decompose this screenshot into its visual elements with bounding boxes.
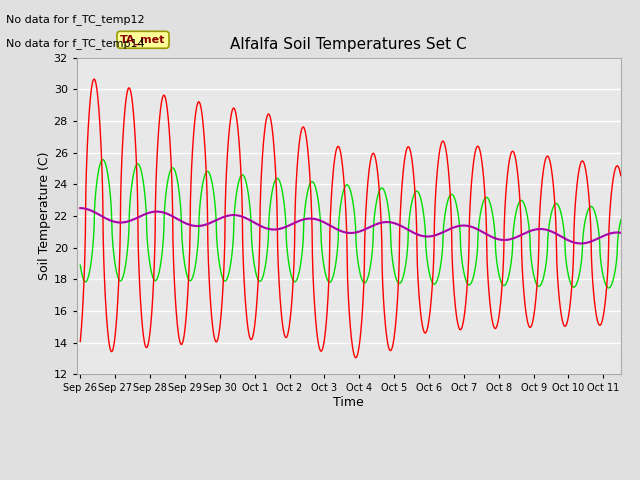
-8cm xyxy=(76,263,84,268)
Text: TA_met: TA_met xyxy=(120,35,166,45)
Line: -8cm: -8cm xyxy=(80,160,621,288)
X-axis label: Time: Time xyxy=(333,396,364,409)
-32cm xyxy=(138,213,146,218)
-2cm xyxy=(170,274,178,280)
-2cm xyxy=(617,173,625,179)
-2cm xyxy=(138,320,146,326)
-32cm xyxy=(307,216,315,221)
-8cm xyxy=(284,252,292,258)
-32cm xyxy=(170,214,178,220)
-8cm xyxy=(607,284,614,289)
-8cm xyxy=(138,172,146,178)
-8cm xyxy=(617,217,625,223)
-32cm xyxy=(577,240,585,246)
Title: Alfalfa Soil Temperatures Set C: Alfalfa Soil Temperatures Set C xyxy=(230,37,467,52)
-2cm xyxy=(284,332,292,337)
-2cm xyxy=(90,76,98,82)
-8cm xyxy=(170,166,178,172)
-32cm xyxy=(76,205,84,211)
-8cm xyxy=(605,285,612,291)
Line: -32cm: -32cm xyxy=(80,208,621,243)
Text: No data for f_TC_temp12: No data for f_TC_temp12 xyxy=(6,14,145,25)
-32cm xyxy=(607,230,614,236)
Text: No data for f_TC_temp14: No data for f_TC_temp14 xyxy=(6,38,145,49)
-8cm xyxy=(548,207,556,213)
-8cm xyxy=(307,179,315,185)
-32cm xyxy=(284,223,291,229)
-32cm xyxy=(548,229,556,235)
Line: -2cm: -2cm xyxy=(80,79,621,358)
-2cm xyxy=(548,173,556,179)
Y-axis label: Soil Temperature (C): Soil Temperature (C) xyxy=(38,152,51,280)
-8cm xyxy=(99,157,107,163)
-2cm xyxy=(607,200,614,206)
-2cm xyxy=(76,339,84,345)
-2cm xyxy=(307,198,315,204)
-2cm xyxy=(352,355,360,360)
-32cm xyxy=(617,230,625,236)
